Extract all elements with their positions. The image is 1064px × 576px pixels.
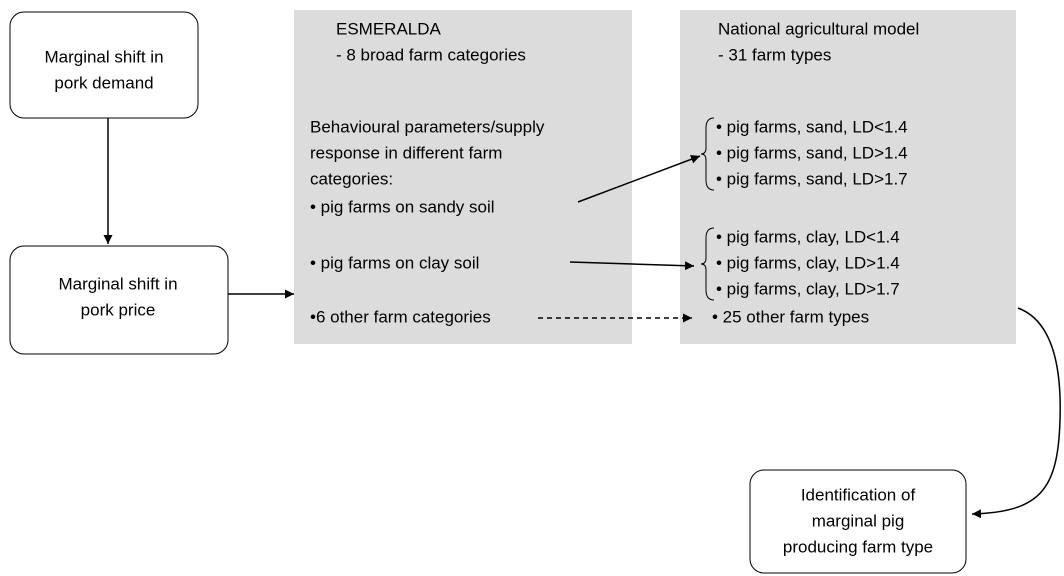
arrow <box>577 154 701 203</box>
panel-title: ESMERALDA <box>336 19 442 38</box>
item: •6 other farm categories <box>310 307 491 326</box>
demand-box <box>9 11 199 119</box>
farm-type: • pig farms, sand, LD<1.4 <box>716 117 908 136</box>
national-model-panel <box>680 10 1016 344</box>
brace <box>700 227 715 301</box>
item: • pig farms on clay soil <box>310 253 479 272</box>
price-box <box>9 245 229 355</box>
arrow <box>569 261 695 271</box>
item: • pig farms on sandy soil <box>310 197 495 216</box>
description: response in different farm <box>310 143 502 162</box>
box-text: pork price <box>81 300 156 319</box>
farm-type: • pig farms, clay, LD>1.4 <box>716 253 900 272</box>
panel-title: National agricultural model <box>718 19 919 38</box>
description: Behavioural parameters/supply <box>310 117 545 136</box>
box-text: Marginal shift in <box>44 47 163 66</box>
box-text: producing farm type <box>783 537 933 556</box>
box-text: Identification of <box>801 485 916 504</box>
box-text: marginal pig <box>812 511 905 530</box>
farm-type: • pig farms, clay, LD>1.7 <box>716 279 900 298</box>
result-box <box>749 469 967 574</box>
curved-arrow <box>971 307 1061 519</box>
description: categories: <box>310 169 393 188</box>
esmeralda-panel <box>294 10 632 344</box>
farm-type: • 25 other farm types <box>712 307 869 326</box>
farm-type: • pig farms, sand, LD>1.7 <box>716 169 908 188</box>
farm-type: • pig farms, sand, LD>1.4 <box>716 143 908 162</box>
box-text: Marginal shift in <box>58 274 177 293</box>
panel-subtitle: - 8 broad farm categories <box>336 45 526 64</box>
brace <box>700 117 715 191</box>
farm-type: • pig farms, clay, LD<1.4 <box>716 227 900 246</box>
panel-subtitle: - 31 farm types <box>718 45 831 64</box>
box-text: pork demand <box>54 73 153 92</box>
